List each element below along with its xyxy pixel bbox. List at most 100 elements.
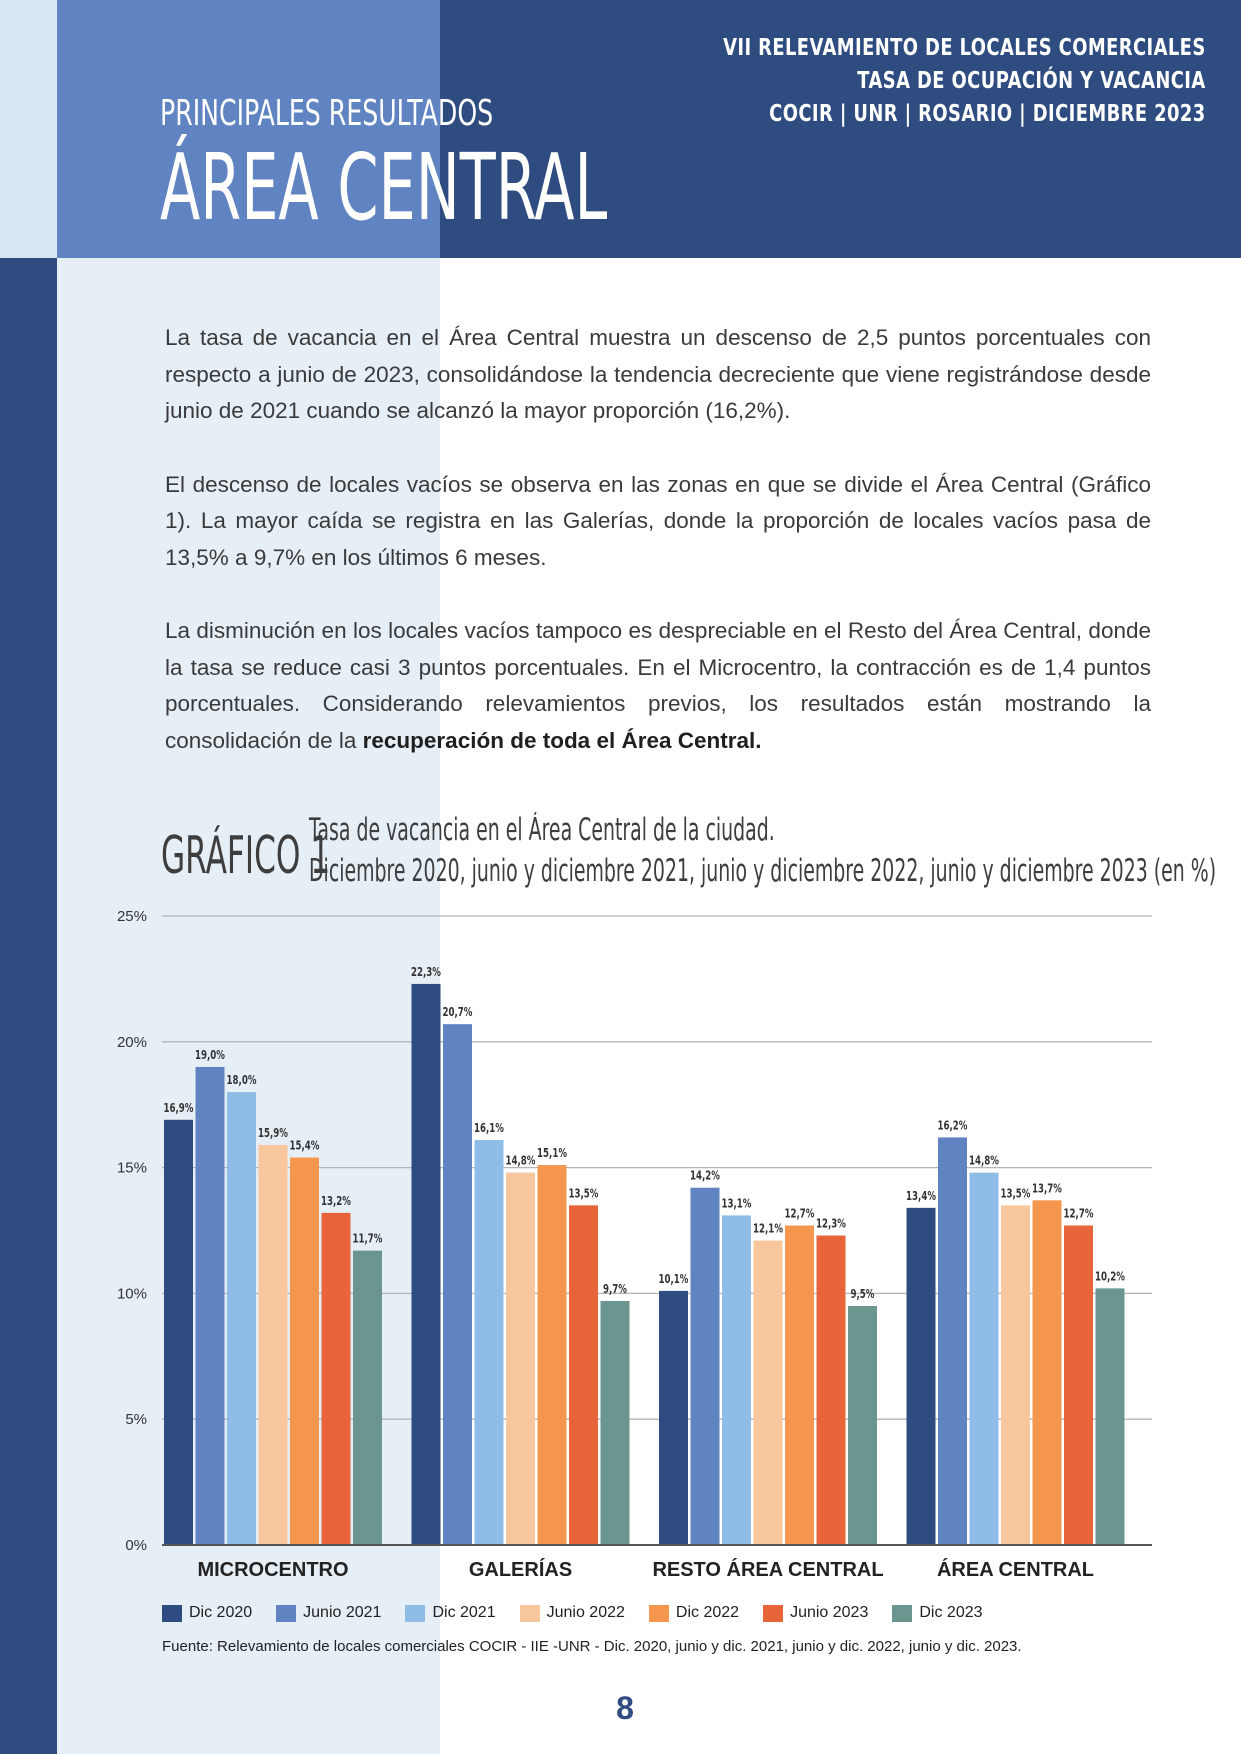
legend-swatch <box>892 1604 913 1622</box>
data-label: 9,5% <box>851 1288 875 1302</box>
bar <box>600 1300 630 1545</box>
legend-label: Dic 2022 <box>675 1604 740 1621</box>
legend-label: Junio 2023 <box>790 1604 869 1621</box>
bar <box>1064 1225 1093 1545</box>
left-side-bar <box>0 258 57 1754</box>
data-label: 13,1% <box>722 1197 752 1211</box>
y-tick-label: 5% <box>125 1411 147 1428</box>
report-header-line-1: VII RELEVAMIENTO DE LOCALES COMERCIALES <box>723 35 1206 61</box>
bar <box>227 1092 256 1545</box>
paragraph-3-bold: recuperación de toda el Área Central. <box>362 727 762 753</box>
paragraph-1: La tasa de vacancia en el Área Central m… <box>165 325 1151 423</box>
data-label: 11,7% <box>353 1232 383 1246</box>
legend-label: Dic 2023 <box>919 1604 983 1621</box>
data-label: 20,7% <box>443 1006 473 1020</box>
header-corner-strip <box>0 0 57 258</box>
chart-subtitle: Diciembre 2020, junio y diciembre 2021, … <box>309 853 1217 889</box>
legend-swatch <box>276 1604 297 1622</box>
data-label: 19,0% <box>195 1049 225 1063</box>
bar <box>1001 1205 1030 1545</box>
bar <box>816 1235 846 1545</box>
legend-label: Dic 2021 <box>432 1604 496 1621</box>
data-label: 12,1% <box>753 1222 783 1236</box>
paragraph-3-text: La disminución en los locales vacíos tam… <box>165 618 1151 753</box>
category-label: MICROCENTRO <box>197 1559 348 1580</box>
paragraph-2: El descenso de locales vacíos se observa… <box>165 471 1151 570</box>
bar <box>659 1290 688 1545</box>
category-label: GALERÍAS <box>469 1558 572 1580</box>
bar <box>443 1024 472 1545</box>
legend-label: Junio 2022 <box>546 1604 625 1621</box>
legend-swatch <box>519 1604 540 1622</box>
chart-legend: Dic 2020 Junio 2021 Dic 2021 Junio 2022 Dic … <box>162 1604 983 1622</box>
legend-swatch <box>162 1604 182 1622</box>
section-title: ÁREA CENTRAL <box>160 134 608 241</box>
bar <box>1095 1288 1125 1545</box>
data-label: 12,7% <box>1064 1207 1094 1221</box>
chart-title-block: Tasa de vacancia en el Área Central de l… <box>309 810 1216 892</box>
y-tick-label: 20% <box>117 1034 147 1051</box>
section-kicker: PRINCIPALES RESULTADOS <box>160 93 494 134</box>
bar <box>258 1144 288 1545</box>
bar <box>195 1066 225 1545</box>
bar <box>969 1172 999 1545</box>
data-label: 16,1% <box>474 1122 504 1136</box>
legend-item: Dic 2023 <box>892 1604 983 1622</box>
source-note: Fuente: Relevamiento de locales comercia… <box>162 1638 1022 1655</box>
bar <box>848 1305 877 1545</box>
data-label: 13,2% <box>321 1195 351 1209</box>
legend-swatch <box>648 1604 669 1622</box>
data-label: 15,4% <box>290 1139 320 1153</box>
data-label: 14,8% <box>506 1154 536 1168</box>
bar <box>906 1207 936 1545</box>
legend-item: Dic 2022 <box>648 1604 740 1622</box>
data-label: 10,1% <box>659 1273 689 1287</box>
bar <box>690 1187 720 1545</box>
bar <box>290 1157 319 1545</box>
data-label: 15,9% <box>258 1127 288 1141</box>
chart-label: GRÁFICO 1 <box>161 826 331 886</box>
category-label: ÁREA CENTRAL <box>937 1558 1094 1580</box>
y-tick-label: 25% <box>117 908 147 925</box>
bar <box>753 1240 783 1545</box>
data-label: 12,7% <box>785 1207 815 1221</box>
body-text: La tasa de vacancia en el Área Central m… <box>165 320 1151 796</box>
bar <box>785 1225 814 1545</box>
data-label: 14,2% <box>690 1169 720 1183</box>
data-label: 18,0% <box>227 1074 257 1088</box>
report-header: VII RELEVAMIENTO DE LOCALES COMERCIALES … <box>723 32 1206 131</box>
y-tick-label: 0% <box>125 1537 147 1554</box>
data-label: 16,9% <box>164 1101 194 1115</box>
bar <box>474 1139 504 1545</box>
bar <box>1032 1200 1062 1545</box>
data-label: 13,5% <box>569 1187 599 1201</box>
legend-swatch <box>763 1604 784 1622</box>
data-label: 9,7% <box>603 1283 627 1297</box>
data-label: 13,7% <box>1032 1182 1062 1196</box>
y-tick-label: 15% <box>117 1160 147 1177</box>
category-label: RESTO ÁREA CENTRAL <box>652 1558 883 1580</box>
header-light-block <box>57 0 440 258</box>
y-tick-label: 10% <box>117 1285 147 1302</box>
page-number: 8 <box>616 1690 634 1726</box>
legend-item: Junio 2021 <box>276 1604 381 1622</box>
data-label: 10,2% <box>1095 1270 1125 1284</box>
report-header-line-2: TASA DE OCUPACIÓN Y VACANCIA <box>857 68 1206 94</box>
data-label: 16,2% <box>938 1119 968 1133</box>
data-label: 14,8% <box>969 1154 999 1168</box>
data-label: 13,4% <box>906 1190 936 1204</box>
bar <box>506 1172 535 1545</box>
legend-item: Junio 2023 <box>763 1604 868 1622</box>
legend-swatch <box>405 1604 426 1622</box>
bar <box>164 1119 193 1545</box>
legend-item: Dic 2021 <box>405 1604 496 1622</box>
legend-item: Dic 2020 <box>162 1604 252 1622</box>
legend-label: Junio 2021 <box>303 1604 382 1621</box>
data-label: 13,5% <box>1001 1187 1031 1201</box>
report-header-line-3: COCIR | UNR | ROSARIO | DICIEMBRE 2023 <box>769 101 1206 127</box>
bar <box>321 1212 351 1545</box>
legend-item: Junio 2022 <box>519 1604 625 1622</box>
bar <box>537 1165 567 1545</box>
paragraph-3: La disminución en los locales vacíos tam… <box>165 613 1151 759</box>
legend-label: Dic 2020 <box>189 1604 253 1621</box>
